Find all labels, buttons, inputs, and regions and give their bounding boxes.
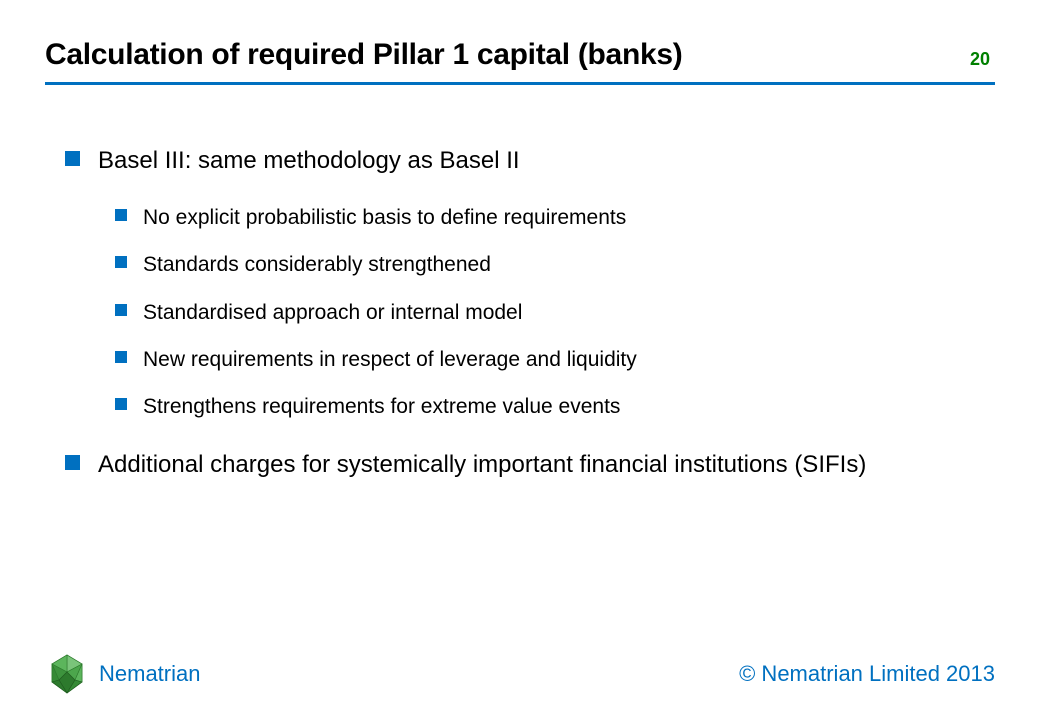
square-bullet-icon bbox=[115, 209, 127, 221]
page-number: 20 bbox=[970, 49, 995, 72]
square-bullet-icon bbox=[115, 256, 127, 268]
bullet-text: Strengthens requirements for extreme val… bbox=[143, 393, 620, 420]
bullet-text: Basel III: same methodology as Basel II bbox=[98, 145, 520, 176]
square-bullet-icon bbox=[115, 398, 127, 410]
bullet-text: Standards considerably strengthened bbox=[143, 251, 491, 278]
bullet-text: New requirements in respect of leverage … bbox=[143, 346, 637, 373]
company-logo-icon bbox=[45, 652, 89, 696]
bullet-item: Standardised approach or internal model bbox=[115, 299, 995, 326]
bullet-text: Standardised approach or internal model bbox=[143, 299, 522, 326]
bullet-item: Strengthens requirements for extreme val… bbox=[115, 393, 995, 420]
footer-left: Nematrian bbox=[45, 652, 200, 696]
company-name: Nematrian bbox=[99, 661, 200, 687]
square-bullet-icon bbox=[115, 351, 127, 363]
bullet-item: No explicit probabilistic basis to defin… bbox=[115, 204, 995, 231]
copyright-text: © Nematrian Limited 2013 bbox=[739, 661, 995, 687]
sub-bullet-group: No explicit probabilistic basis to defin… bbox=[65, 204, 995, 420]
square-bullet-icon bbox=[65, 151, 80, 166]
slide-header: Calculation of required Pillar 1 capital… bbox=[0, 0, 1040, 72]
bullet-text: Additional charges for systemically impo… bbox=[98, 449, 866, 480]
bullet-text: No explicit probabilistic basis to defin… bbox=[143, 204, 626, 231]
square-bullet-icon bbox=[115, 304, 127, 316]
bullet-item: Additional charges for systemically impo… bbox=[65, 449, 995, 480]
slide-content: Basel III: same methodology as Basel II … bbox=[0, 85, 1040, 480]
slide-title: Calculation of required Pillar 1 capital… bbox=[45, 38, 682, 72]
slide-container: Calculation of required Pillar 1 capital… bbox=[0, 0, 1040, 720]
bullet-item: Basel III: same methodology as Basel II bbox=[65, 145, 995, 176]
bullet-item: New requirements in respect of leverage … bbox=[115, 346, 995, 373]
square-bullet-icon bbox=[65, 455, 80, 470]
slide-footer: Nematrian © Nematrian Limited 2013 bbox=[0, 652, 1040, 696]
bullet-item: Standards considerably strengthened bbox=[115, 251, 995, 278]
